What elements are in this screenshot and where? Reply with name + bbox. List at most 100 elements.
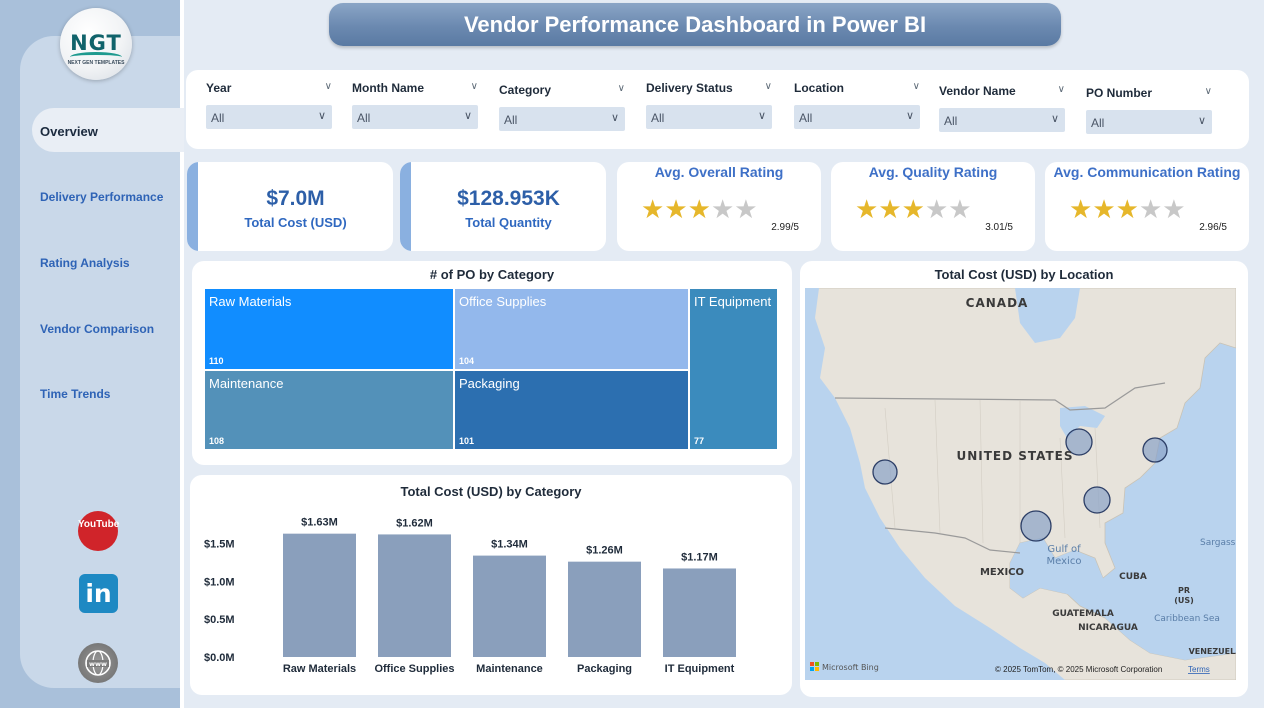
star-rating: ★★★★★: [641, 196, 758, 222]
kpi-accent-bar: [187, 162, 198, 251]
map-attribution: © 2025 TomTom, © 2025 Microsoft Corporat…: [995, 665, 1162, 674]
filter-label: Category: [499, 83, 552, 97]
microsoft-bing-logo: Microsoft Bing: [810, 662, 879, 672]
filter-value: All: [211, 111, 225, 125]
logo-swoosh-icon: [70, 52, 122, 62]
chevron-down-icon: ∨: [905, 110, 914, 122]
website-globe-icon[interactable]: www: [78, 643, 118, 683]
north-america-map: CANADA UNITED STATES MEXICO Gulf of Mexi…: [805, 288, 1236, 680]
nav-item-delivery-performance[interactable]: Delivery Performance: [40, 190, 164, 204]
bing-label: Microsoft Bing: [822, 663, 879, 672]
ngt-logo: NGT NEXT GEN TEMPLATES: [60, 8, 132, 80]
star-filled-icon: ★: [1092, 194, 1116, 224]
bar-data-label: $1.63M: [301, 517, 338, 529]
filter-label: Year: [206, 81, 232, 95]
treemap-cell-packaging[interactable]: Packaging 101: [454, 370, 689, 450]
treemap-po-by-category: # of PO by Category Raw Materials 110 Of…: [192, 261, 792, 465]
treemap-cell-label: Raw Materials: [209, 294, 292, 309]
treemap-cell-label: Packaging: [459, 376, 520, 391]
hudson-bay: [1015, 288, 1080, 343]
nav-item-overview[interactable]: Overview: [40, 124, 98, 139]
bar[interactable]: [473, 555, 546, 657]
map-viewport[interactable]: CANADA UNITED STATES MEXICO Gulf of Mexi…: [805, 288, 1236, 680]
star-filled-icon: ★: [664, 194, 688, 224]
bar[interactable]: [283, 533, 356, 657]
chevron-down-icon[interactable]: ∨: [1204, 86, 1212, 97]
star-filled-icon: ★: [1115, 194, 1139, 224]
star-empty-icon: ★: [1138, 194, 1163, 224]
kpi-total-cost: $7.0M Total Cost (USD): [187, 162, 393, 251]
bar-data-label: $1.17M: [681, 551, 718, 563]
star-empty-icon: ★: [710, 194, 735, 224]
bar-data-label: $1.26M: [586, 545, 623, 557]
gulf-of-mexico: [1010, 538, 1103, 603]
map-label-canada: CANADA: [966, 296, 1029, 310]
location-dropdown[interactable]: All ∨: [794, 105, 920, 129]
youtube-icon-label: YouTube: [78, 519, 120, 530]
chevron-down-icon[interactable]: ∨: [470, 81, 478, 92]
bar-data-label: $1.34M: [491, 539, 528, 551]
bar[interactable]: [663, 568, 736, 657]
chevron-down-icon: ∨: [317, 110, 326, 122]
chevron-down-icon: ∨: [463, 110, 472, 122]
bar[interactable]: [378, 534, 451, 657]
treemap-cell-office-supplies[interactable]: Office Supplies 104: [454, 288, 689, 370]
linkedin-icon[interactable]: in: [79, 574, 118, 613]
filter-label: Delivery Status: [646, 81, 733, 95]
map-label-pr-us: (US): [1174, 596, 1194, 605]
treemap-cell-raw-materials[interactable]: Raw Materials 110: [204, 288, 454, 370]
treemap-cell-it-equipment[interactable]: IT Equipment 77: [689, 288, 778, 450]
map-label-nicaragua: NICARAGUA: [1078, 623, 1138, 633]
filter-value: All: [799, 111, 813, 125]
chevron-down-icon[interactable]: ∨: [1057, 84, 1065, 95]
vendor-name-dropdown[interactable]: All ∨: [939, 108, 1065, 132]
filter-year: Year ∨ All ∨: [206, 81, 332, 129]
star-rating: ★★★★★: [1069, 196, 1186, 222]
category-dropdown[interactable]: All ∨: [499, 107, 625, 131]
filter-label: Location: [794, 81, 844, 95]
youtube-icon[interactable]: YouTube: [78, 511, 120, 551]
location-bubble-south: [1020, 510, 1052, 542]
nav-item-rating-analysis[interactable]: Rating Analysis: [40, 256, 130, 270]
chevron-down-icon[interactable]: ∨: [764, 81, 772, 92]
map-label-caribbean: Caribbean Sea: [1154, 614, 1220, 624]
filter-category: Category ∨ All ∨: [499, 83, 625, 131]
treemap-cell-label: Office Supplies: [459, 294, 547, 309]
map-label-sargasso: Sargass: [1200, 538, 1236, 548]
rating-overall: Avg. Overall Rating ★★★★★ 2.99/5: [617, 162, 821, 251]
chevron-down-icon[interactable]: ∨: [912, 81, 920, 92]
page-title: Vendor Performance Dashboard in Power BI: [463, 12, 927, 37]
map-label-guatemala: GUATEMALA: [1052, 609, 1114, 619]
map-label-gulf: Gulf of: [1047, 544, 1081, 555]
bar[interactable]: [568, 561, 641, 657]
map-title: Total Cost (USD) by Location: [934, 267, 1114, 282]
filter-label: PO Number: [1086, 86, 1153, 100]
filter-value: All: [1091, 116, 1105, 130]
us-mexico-border: [884, 527, 1021, 554]
location-bubble-northeast: [1142, 437, 1168, 463]
location-bubble-southeast: [1083, 486, 1111, 514]
nav-item-vendor-comparison[interactable]: Vendor Comparison: [40, 322, 155, 336]
map-label-gulf-mexico: Mexico: [1047, 556, 1082, 567]
po-number-dropdown[interactable]: All ∨: [1086, 110, 1212, 134]
treemap-cell-maintenance[interactable]: Maintenance 108: [204, 370, 454, 450]
chevron-down-icon: ∨: [610, 112, 619, 124]
chevron-down-icon[interactable]: ∨: [617, 83, 625, 94]
x-tick-label: Office Supplies: [374, 663, 454, 675]
year-dropdown[interactable]: All ∨: [206, 105, 332, 129]
treemap-title: # of PO by Category: [429, 267, 555, 282]
filter-value: All: [944, 114, 958, 128]
map-label-united-states: UNITED STATES: [956, 449, 1073, 463]
chevron-down-icon[interactable]: ∨: [324, 81, 332, 92]
x-tick-label: IT Equipment: [665, 663, 735, 675]
x-tick-label: Raw Materials: [283, 663, 356, 675]
treemap-cell-count: 104: [459, 356, 475, 366]
nav-item-time-trends[interactable]: Time Trends: [40, 387, 111, 401]
y-tick-label: $1.0M: [204, 576, 235, 588]
great-lakes: [1060, 406, 1105, 438]
map-label-mexico: MEXICO: [980, 567, 1024, 578]
month-name-dropdown[interactable]: All ∨: [352, 105, 478, 129]
delivery-status-dropdown[interactable]: All ∨: [646, 105, 772, 129]
rating-value: 2.99/5: [771, 222, 799, 233]
filter-value: All: [357, 111, 371, 125]
